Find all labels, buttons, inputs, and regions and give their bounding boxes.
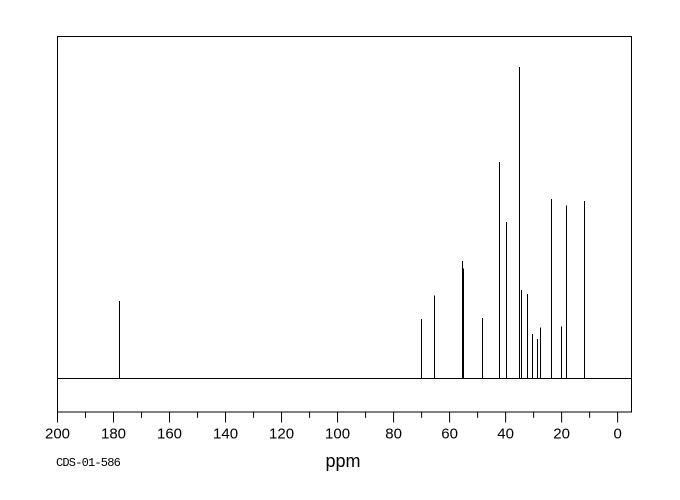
svg-text:80: 80 xyxy=(385,426,402,443)
svg-text:180: 180 xyxy=(101,426,126,443)
svg-text:120: 120 xyxy=(269,426,294,443)
svg-text:0: 0 xyxy=(613,426,621,443)
svg-text:60: 60 xyxy=(441,426,458,443)
svg-text:100: 100 xyxy=(325,426,350,443)
svg-text:ppm: ppm xyxy=(325,451,360,471)
svg-text:140: 140 xyxy=(213,426,238,443)
svg-text:20: 20 xyxy=(553,426,570,443)
svg-text:40: 40 xyxy=(497,426,514,443)
svg-text:CDS-01-586: CDS-01-586 xyxy=(56,456,121,470)
svg-text:160: 160 xyxy=(157,426,182,443)
svg-text:200: 200 xyxy=(45,426,70,443)
